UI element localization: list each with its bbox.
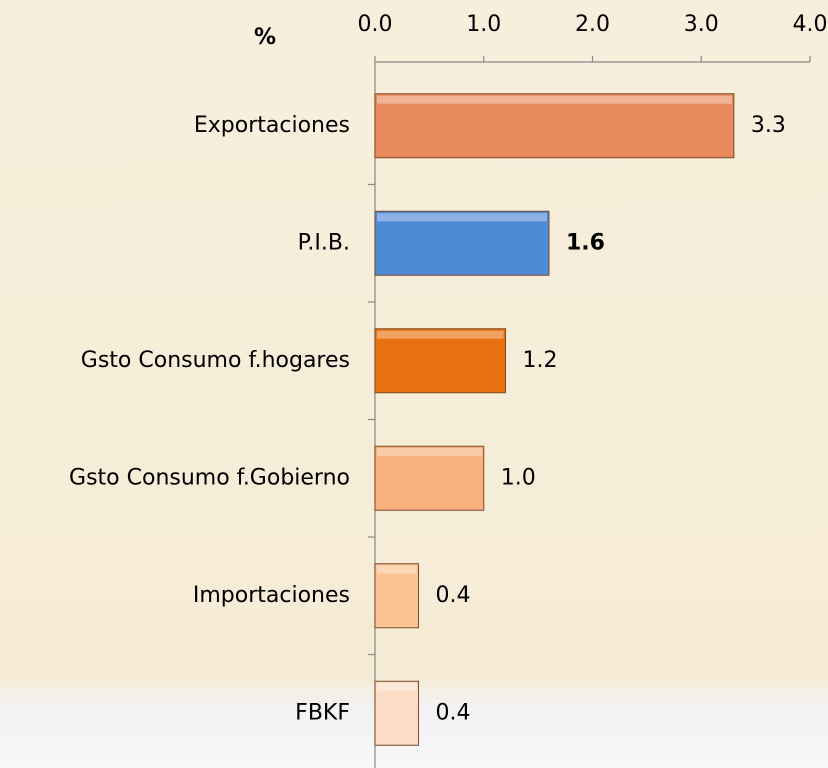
x-tick-label: 4.0 bbox=[793, 12, 828, 37]
y-tick-label: Importaciones bbox=[193, 583, 350, 608]
value-label: 0.4 bbox=[436, 583, 471, 608]
y-tick-label: Exportaciones bbox=[194, 113, 350, 138]
x-tick-label: 3.0 bbox=[684, 12, 719, 37]
bar-shine bbox=[377, 331, 504, 339]
value-label: 1.0 bbox=[501, 465, 536, 490]
chart: % 0.0 1.0 2.0 3.0 4.0 Exportaciones 3.3 P.I.B. 1… bbox=[0, 0, 828, 768]
value-label: 1.2 bbox=[523, 348, 558, 373]
value-label: 1.6 bbox=[566, 230, 605, 255]
bar-shine bbox=[377, 566, 417, 574]
y-tick-label: Gsto Consumo f.Gobierno bbox=[69, 465, 350, 490]
x-tick-label: 1.0 bbox=[466, 12, 501, 37]
value-label: 0.4 bbox=[436, 700, 471, 725]
bar-shine bbox=[377, 448, 482, 456]
y-tick-label: P.I.B. bbox=[298, 230, 350, 255]
bar-shine bbox=[377, 96, 732, 104]
bar-shine bbox=[377, 683, 417, 691]
x-tick-label: 2.0 bbox=[575, 12, 610, 37]
chart-title: % bbox=[254, 25, 276, 50]
x-tick-label: 0.0 bbox=[358, 12, 393, 37]
y-tick-label: Gsto Consumo f.hogares bbox=[81, 348, 350, 373]
value-label: 3.3 bbox=[751, 113, 786, 138]
bar-shine bbox=[377, 213, 547, 221]
y-tick-label: FBKF bbox=[295, 700, 350, 725]
